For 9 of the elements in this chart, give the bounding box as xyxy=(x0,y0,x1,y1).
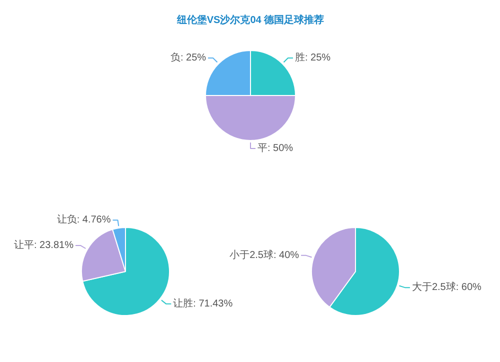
slice-label: 小于2.5球: 40% xyxy=(230,248,300,261)
chart-title: 纽伦堡VS沙尔克04 德国足球推荐 xyxy=(176,14,324,26)
slice-label: 大于2.5球: 60% xyxy=(412,281,482,294)
slice-label: 让胜: 71.43% xyxy=(173,297,233,310)
slice-label: 让负: 4.76% xyxy=(56,214,111,226)
slice-label: 平: 50% xyxy=(258,143,294,154)
slice-label: 负: 25% xyxy=(170,52,206,64)
slice-label: 让平: 23.81% xyxy=(14,238,74,251)
slice-label: 胜: 25% xyxy=(294,52,331,64)
